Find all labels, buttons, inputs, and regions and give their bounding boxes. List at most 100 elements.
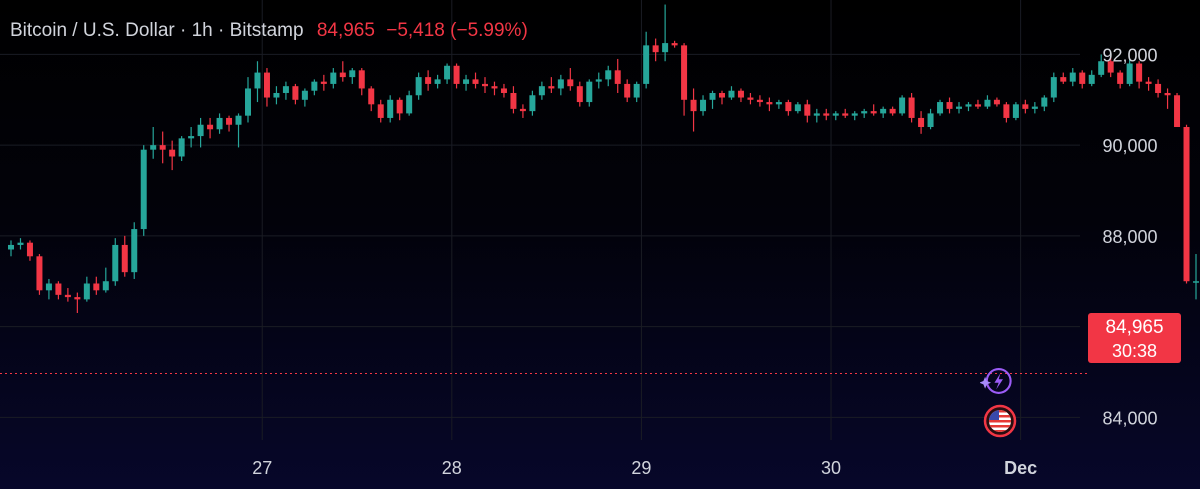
candle-body	[937, 102, 944, 114]
candle	[614, 58, 621, 93]
candle-body	[889, 108, 896, 114]
candle-body	[1183, 127, 1190, 282]
candle	[415, 72, 422, 100]
candle-body	[662, 43, 669, 53]
candle-body	[472, 79, 479, 84]
candle-body	[216, 117, 223, 130]
candle	[1012, 102, 1019, 121]
candle	[387, 95, 394, 123]
candle	[1193, 254, 1199, 300]
candle-body	[700, 99, 707, 112]
candle-body	[1003, 104, 1010, 118]
candle	[472, 72, 479, 89]
candle-body	[377, 104, 384, 118]
last-price-tag: 84,965 30:38	[1088, 313, 1181, 363]
candle-body	[245, 88, 251, 116]
candle	[74, 292, 81, 313]
candle	[330, 68, 337, 89]
candle	[766, 97, 773, 112]
candle	[1126, 58, 1133, 87]
candle	[406, 90, 413, 116]
y-tick-label: 92,000	[1102, 45, 1157, 65]
candle	[339, 61, 346, 82]
candle-body	[102, 281, 109, 291]
x-tick-label: 29	[631, 458, 651, 478]
sparkle-bolt-icon[interactable]	[980, 364, 1014, 398]
candle-body	[946, 102, 953, 109]
y-tick-label: 90,000	[1102, 136, 1157, 156]
candle	[1041, 95, 1048, 112]
candle	[880, 106, 887, 118]
candle-body	[775, 102, 782, 105]
candle	[728, 86, 735, 100]
candle-body	[519, 108, 526, 112]
candle-body	[1193, 281, 1199, 283]
us-flag-event-icon[interactable]	[983, 404, 1017, 438]
candle	[396, 97, 403, 121]
candle	[889, 106, 896, 116]
candle-body	[169, 149, 176, 157]
candle	[690, 88, 697, 132]
candle-body	[415, 77, 422, 96]
candle	[624, 79, 631, 103]
candle-body	[55, 283, 62, 295]
candle-body	[320, 81, 327, 84]
candle-body	[908, 97, 915, 118]
candle-body	[605, 70, 612, 80]
candle	[586, 79, 593, 107]
candle	[899, 95, 906, 116]
candle-body	[482, 83, 488, 87]
candle	[254, 61, 261, 103]
candle	[150, 127, 157, 159]
candle-body	[927, 113, 934, 128]
candle-body	[188, 136, 195, 139]
candle	[207, 117, 214, 139]
candle-body	[1174, 95, 1181, 128]
candle-body	[557, 79, 564, 89]
candle-body	[567, 79, 574, 87]
symbol-title[interactable]: Bitcoin / U.S. Dollar · 1h · Bitstamp	[10, 20, 304, 41]
candle	[908, 92, 915, 123]
candle	[519, 104, 526, 118]
candle-body	[548, 86, 555, 89]
candle-body	[690, 99, 697, 112]
candle-body	[709, 92, 716, 100]
candle	[83, 276, 90, 302]
candle-body	[491, 86, 498, 89]
candle	[112, 238, 119, 286]
time-axis[interactable]: 27282930Dec2	[252, 458, 1200, 478]
candle	[425, 70, 432, 91]
candle-body	[624, 83, 631, 98]
candle-body	[178, 138, 185, 157]
candle	[178, 136, 185, 162]
candles	[8, 4, 1199, 313]
candle-body	[226, 117, 233, 125]
candle-body	[339, 72, 346, 78]
candle	[567, 68, 574, 91]
candle-body	[444, 65, 451, 80]
candle	[482, 77, 488, 93]
candle	[463, 74, 470, 91]
candle-body	[785, 102, 792, 112]
candle-body	[500, 88, 507, 93]
candle	[235, 113, 242, 148]
candle	[538, 81, 545, 100]
candle	[1117, 70, 1124, 89]
candle	[358, 68, 365, 96]
header-last-price: 84,965	[316, 20, 375, 41]
candle-body	[159, 145, 166, 150]
candle-body	[918, 117, 925, 128]
candle	[529, 90, 536, 116]
candle	[282, 81, 289, 100]
candle-body	[150, 145, 157, 150]
candle	[320, 74, 327, 91]
candle	[861, 108, 868, 118]
candle	[823, 108, 830, 121]
candle	[643, 31, 650, 89]
candle-body	[311, 81, 318, 91]
candle	[169, 140, 176, 171]
x-tick-label: 28	[442, 458, 462, 478]
candle-body	[747, 97, 754, 100]
